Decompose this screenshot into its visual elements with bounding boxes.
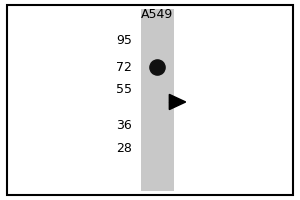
Text: 36: 36 — [116, 119, 132, 132]
Polygon shape — [169, 94, 186, 110]
Text: 72: 72 — [116, 61, 132, 74]
Text: 95: 95 — [116, 34, 132, 47]
Bar — [141, 9, 174, 191]
Text: 28: 28 — [116, 142, 132, 155]
Point — [155, 66, 160, 69]
Text: 55: 55 — [116, 83, 132, 96]
Text: A549: A549 — [141, 8, 174, 21]
